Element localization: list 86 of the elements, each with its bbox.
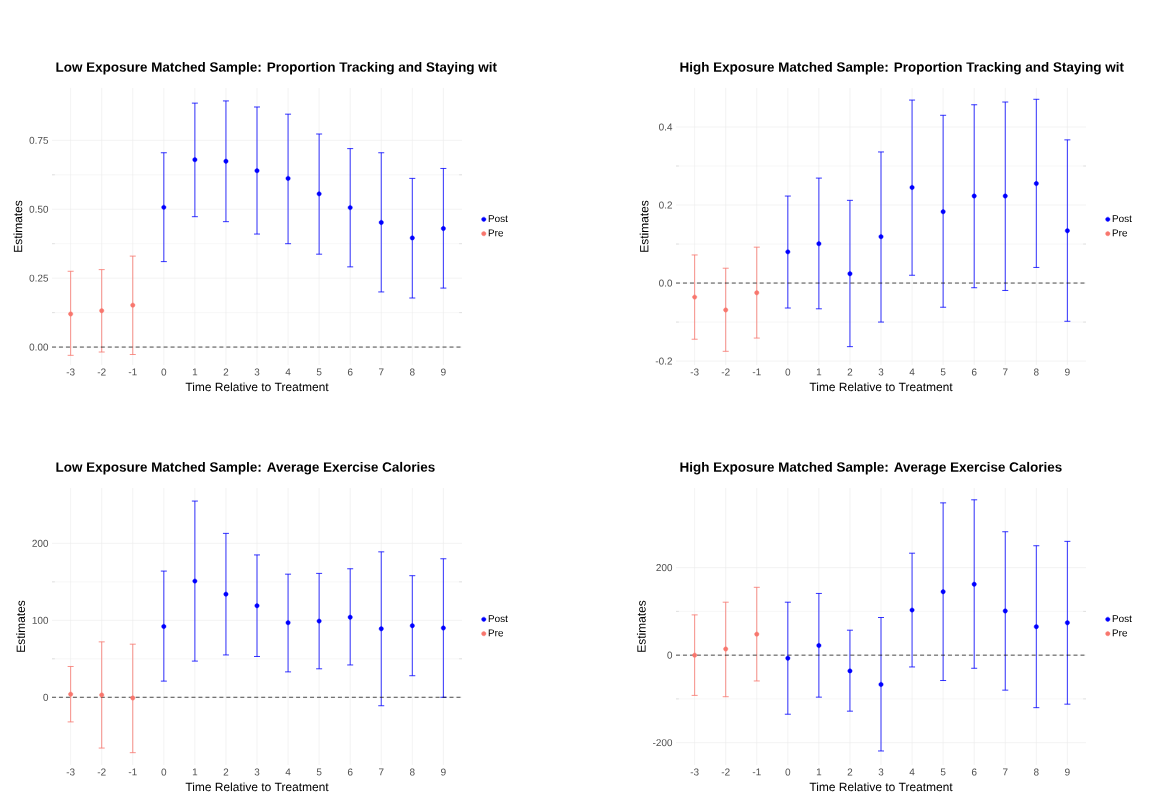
x-tick-label: 9 <box>1065 768 1070 776</box>
x-tick-label: -3 <box>690 768 699 776</box>
x-tick-label: 6 <box>347 368 353 376</box>
x-axis-title: Time Relative to Treatment <box>185 382 329 392</box>
chart-title: High Exposure Matched Sample: Average Exercise Calories <box>680 461 1062 475</box>
x-tick-label: 1 <box>192 768 198 776</box>
legend-label: Pre <box>488 229 504 237</box>
x-tick-label: 0 <box>785 368 791 376</box>
x-tick-label: 8 <box>1033 768 1039 776</box>
x-tick-label: 9 <box>441 368 446 376</box>
x-tick-label: 4 <box>909 368 915 376</box>
x-axis-title: Time Relative to Treatment <box>809 782 953 792</box>
x-tick-label: 2 <box>847 368 853 376</box>
x-tick-label: -1 <box>128 768 137 776</box>
y-tick-label: 200 <box>656 564 673 572</box>
x-tick-label: 6 <box>971 368 977 376</box>
x-tick-label: 1 <box>192 368 198 376</box>
x-tick-label: 9 <box>441 768 446 776</box>
x-tick-label: 7 <box>379 368 384 376</box>
x-tick-label: 5 <box>316 368 322 376</box>
x-tick-label: 5 <box>316 768 322 776</box>
legend-label: Post <box>1112 215 1132 223</box>
x-tick-label: 9 <box>1065 368 1070 376</box>
x-tick-label: 8 <box>409 768 415 776</box>
x-tick-label: 5 <box>940 368 946 376</box>
y-axis-title: Estimates <box>16 600 26 652</box>
x-tick-label: 5 <box>940 768 946 776</box>
legend-label: Post <box>1112 615 1132 623</box>
x-tick-label: -3 <box>66 368 75 376</box>
chart-title: Low Exposure Matched Sample: Average Exercise Calories <box>56 461 435 475</box>
x-tick-label: 3 <box>254 368 260 376</box>
x-tick-label: 2 <box>223 368 229 376</box>
y-tick-label: -0.2 <box>655 357 672 365</box>
y-tick-label: 100 <box>32 616 49 624</box>
chart-title: High Exposure Matched Sample: Proportion Tracking and Staying wit <box>680 61 1124 75</box>
legend-label: Pre <box>488 629 504 637</box>
x-tick-label: 1 <box>816 768 822 776</box>
y-axis-title: Estimates <box>13 200 23 252</box>
legend-label: Pre <box>1112 629 1128 637</box>
legend-label: Post <box>488 215 508 223</box>
x-tick-label: 1 <box>816 368 822 376</box>
x-tick-label: 8 <box>409 368 415 376</box>
x-tick-label: 3 <box>878 368 884 376</box>
x-tick-label: 2 <box>223 768 229 776</box>
y-tick-label: 0 <box>667 651 673 659</box>
x-tick-label: 3 <box>878 768 884 776</box>
x-tick-label: 0 <box>785 768 791 776</box>
y-axis-title: Estimates <box>639 200 649 252</box>
x-tick-label: 3 <box>254 768 260 776</box>
x-tick-label: 6 <box>971 768 977 776</box>
y-tick-label: 0.2 <box>659 201 672 209</box>
x-tick-label: 4 <box>285 368 291 376</box>
x-tick-label: -3 <box>690 368 699 376</box>
y-axis-title: Estimates <box>636 600 646 652</box>
x-tick-label: 7 <box>1003 768 1008 776</box>
y-tick-label: 0.4 <box>659 123 673 131</box>
x-axis-title: Time Relative to Treatment <box>185 782 329 792</box>
x-tick-label: -1 <box>752 368 761 376</box>
chart-title: Low Exposure Matched Sample: Proportion Tracking and Staying wit <box>56 61 497 75</box>
x-axis-title: Time Relative to Treatment <box>809 382 953 392</box>
x-tick-label: 7 <box>379 768 384 776</box>
y-tick-label: 0.50 <box>29 205 49 213</box>
x-tick-label: 2 <box>847 768 853 776</box>
x-tick-label: -2 <box>97 768 106 776</box>
y-tick-label: 200 <box>32 539 49 547</box>
x-tick-label: -2 <box>721 368 730 376</box>
x-tick-label: -3 <box>66 768 75 776</box>
x-tick-label: 0 <box>161 368 167 376</box>
x-tick-label: 0 <box>161 768 167 776</box>
legend-label: Pre <box>1112 229 1128 237</box>
x-tick-label: 4 <box>909 768 915 776</box>
y-tick-label: 0.75 <box>29 136 49 144</box>
x-tick-label: -2 <box>721 768 730 776</box>
y-tick-label: 0 <box>43 693 49 701</box>
y-tick-label: -200 <box>652 739 673 747</box>
x-tick-label: -1 <box>128 368 137 376</box>
x-tick-label: 8 <box>1033 368 1039 376</box>
y-tick-label: 0.00 <box>29 343 49 351</box>
y-tick-label: 0.0 <box>659 279 673 287</box>
y-tick-label: 0.25 <box>29 274 49 282</box>
x-tick-label: 4 <box>285 768 291 776</box>
x-tick-label: 6 <box>347 768 353 776</box>
x-tick-label: 7 <box>1003 368 1008 376</box>
legend-label: Post <box>488 615 508 623</box>
x-tick-label: -2 <box>97 368 106 376</box>
x-tick-label: -1 <box>752 768 761 776</box>
